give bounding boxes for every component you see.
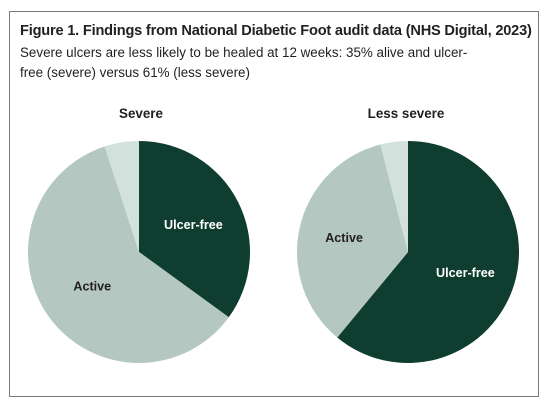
figure-frame: Figure 1. Findings from National Diabeti… (9, 11, 539, 397)
pie-slice-severe-ulcer-free (139, 141, 250, 318)
pie-slice-less-severe-ulcer-free (337, 141, 520, 363)
pie-slice-severe-other (104, 141, 139, 252)
pie-label-severe-ulcer-free: Ulcer-free (164, 218, 223, 232)
pie-slice-less-severe-active (297, 144, 408, 338)
pie-title-less-severe: Less severe (367, 106, 445, 121)
figure-subtitle: Severe ulcers are less likely to be heal… (20, 45, 468, 80)
pie-chart-severe: Ulcer-free Active (27, 141, 250, 363)
pie-label-severe-active: Active (73, 279, 111, 293)
pie-label-less-severe-ulcer-free: Ulcer-free (436, 266, 495, 280)
pie-title-severe: Severe (119, 106, 163, 121)
figure-title: Figure 1. Findings from National Diabeti… (20, 23, 532, 39)
pie-label-less-severe-active: Active (325, 231, 363, 245)
pie-slice-severe-active (27, 146, 229, 363)
pie-slice-less-severe-other (380, 141, 408, 252)
pie-chart-less-severe: Ulcer-free Active (297, 141, 520, 363)
